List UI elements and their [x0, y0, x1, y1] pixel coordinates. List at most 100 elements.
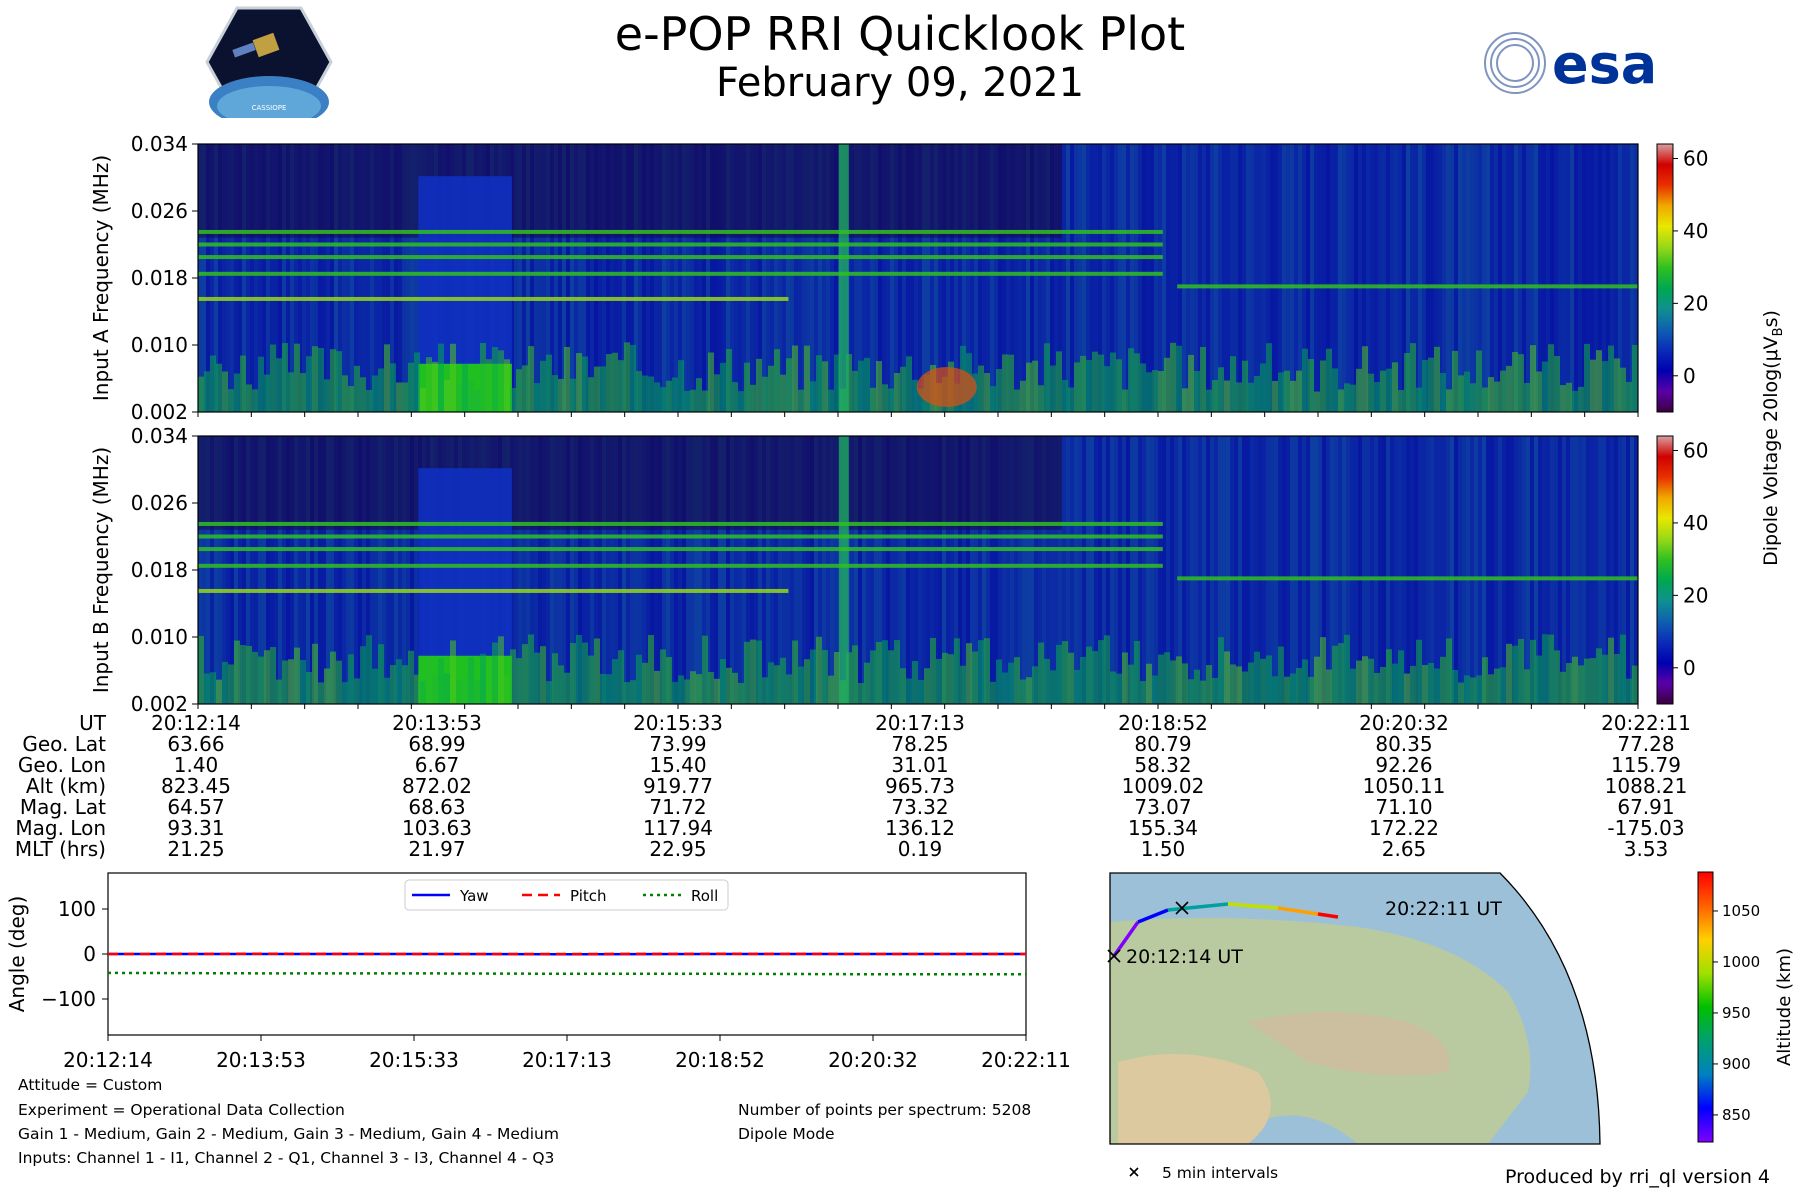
- x-tick-label: 20:13:53: [216, 1048, 306, 1072]
- low-band: [426, 659, 432, 704]
- emission-line: [198, 230, 1163, 234]
- low-band: [816, 637, 822, 704]
- low-band: [804, 346, 810, 412]
- orbit-end-label: 20:22:11 UT: [1385, 898, 1502, 920]
- altitude-tick-label: 850: [1722, 1106, 1751, 1124]
- texture-stripe: [1274, 144, 1278, 412]
- low-band: [1626, 679, 1632, 704]
- colorbar-tick-label: 40: [1683, 511, 1708, 535]
- low-band: [600, 366, 606, 412]
- low-band: [276, 680, 282, 704]
- low-band: [1248, 662, 1254, 704]
- colorbar-tick-label: 20: [1683, 583, 1708, 607]
- low-band: [1272, 381, 1278, 412]
- low-band: [1542, 634, 1548, 704]
- low-band: [1404, 674, 1410, 704]
- low-band: [1080, 356, 1086, 412]
- legend-label: Roll: [691, 887, 718, 905]
- low-band: [528, 634, 534, 704]
- texture-stripe: [1562, 436, 1566, 704]
- low-band: [270, 647, 276, 704]
- texture-stripe: [1482, 144, 1486, 412]
- ephemeris-row-label: UT: [0, 713, 106, 734]
- low-band: [1050, 366, 1056, 412]
- low-band: [318, 348, 324, 412]
- low-band: [348, 654, 354, 704]
- texture-stripe: [1478, 436, 1482, 704]
- low-band: [876, 642, 882, 704]
- low-band: [1002, 354, 1008, 412]
- texture-stripe: [1626, 144, 1630, 412]
- low-band: [324, 669, 330, 704]
- low-band: [1104, 366, 1110, 412]
- low-band: [306, 356, 312, 412]
- low-band: [924, 668, 930, 704]
- low-band: [1494, 382, 1500, 412]
- low-band: [258, 357, 264, 412]
- altitude-tick-label: 900: [1722, 1055, 1751, 1073]
- texture-stripe: [1066, 144, 1070, 412]
- ephemeris-cell: 103.63: [357, 818, 517, 839]
- ephemeris-cell: 20:15:33: [598, 713, 758, 734]
- spectrogram-image: [198, 144, 1638, 412]
- low-band: [570, 379, 576, 412]
- low-band: [1314, 657, 1320, 704]
- low-band: [984, 373, 990, 412]
- low-band: [1476, 675, 1482, 704]
- low-band: [1062, 641, 1068, 704]
- y-tick-label: 0.010: [131, 333, 188, 357]
- ephemeris-cell: 71.72: [598, 797, 758, 818]
- low-band: [1296, 668, 1302, 704]
- ephemeris-cell: 872.02: [357, 776, 517, 797]
- low-band: [432, 362, 438, 412]
- low-band: [264, 375, 270, 412]
- texture-stripe: [1350, 436, 1354, 704]
- low-band: [516, 369, 522, 412]
- low-band: [1494, 669, 1500, 704]
- low-band: [768, 366, 774, 412]
- texture-stripe: [1502, 436, 1506, 704]
- low-band: [252, 389, 258, 412]
- low-band: [858, 683, 864, 704]
- low-band: [612, 353, 618, 412]
- low-band: [1116, 359, 1122, 412]
- ephemeris-cell: 64.57: [116, 797, 276, 818]
- low-band: [768, 662, 774, 704]
- low-band: [1314, 392, 1320, 412]
- low-band: [1410, 666, 1416, 704]
- low-band: [1212, 678, 1218, 704]
- low-band: [1188, 355, 1194, 412]
- low-band: [288, 659, 294, 704]
- low-band: [918, 680, 924, 704]
- low-band: [1596, 648, 1602, 704]
- texture-stripe: [1418, 144, 1422, 412]
- colorbar-label: Dipole Voltage 20log(μVBs): [1760, 310, 1786, 566]
- texture-stripe: [1310, 436, 1314, 704]
- altitude-tick-label: 950: [1722, 1004, 1751, 1022]
- texture-stripe: [1398, 144, 1402, 412]
- low-band: [1242, 361, 1248, 412]
- low-band: [396, 659, 402, 704]
- low-band: [648, 635, 654, 704]
- ephemeris-cell: 21.97: [357, 839, 517, 860]
- low-band: [1284, 371, 1290, 412]
- texture-stripe: [1074, 436, 1078, 704]
- low-band: [1170, 343, 1176, 412]
- low-band: [660, 649, 666, 704]
- low-band: [978, 640, 984, 704]
- low-band: [1320, 637, 1326, 704]
- low-band: [354, 678, 360, 704]
- low-band: [660, 387, 666, 412]
- low-band: [546, 681, 552, 704]
- low-band: [1524, 383, 1530, 412]
- low-band: [720, 363, 726, 412]
- low-band: [1206, 665, 1212, 704]
- low-band: [1044, 343, 1050, 412]
- low-band: [1416, 640, 1422, 704]
- low-band: [1278, 372, 1284, 412]
- ephemeris-cell: 20:22:11: [1566, 713, 1726, 734]
- low-band: [1152, 675, 1158, 704]
- low-band: [1440, 657, 1446, 704]
- low-band: [312, 346, 318, 412]
- low-band: [738, 683, 744, 704]
